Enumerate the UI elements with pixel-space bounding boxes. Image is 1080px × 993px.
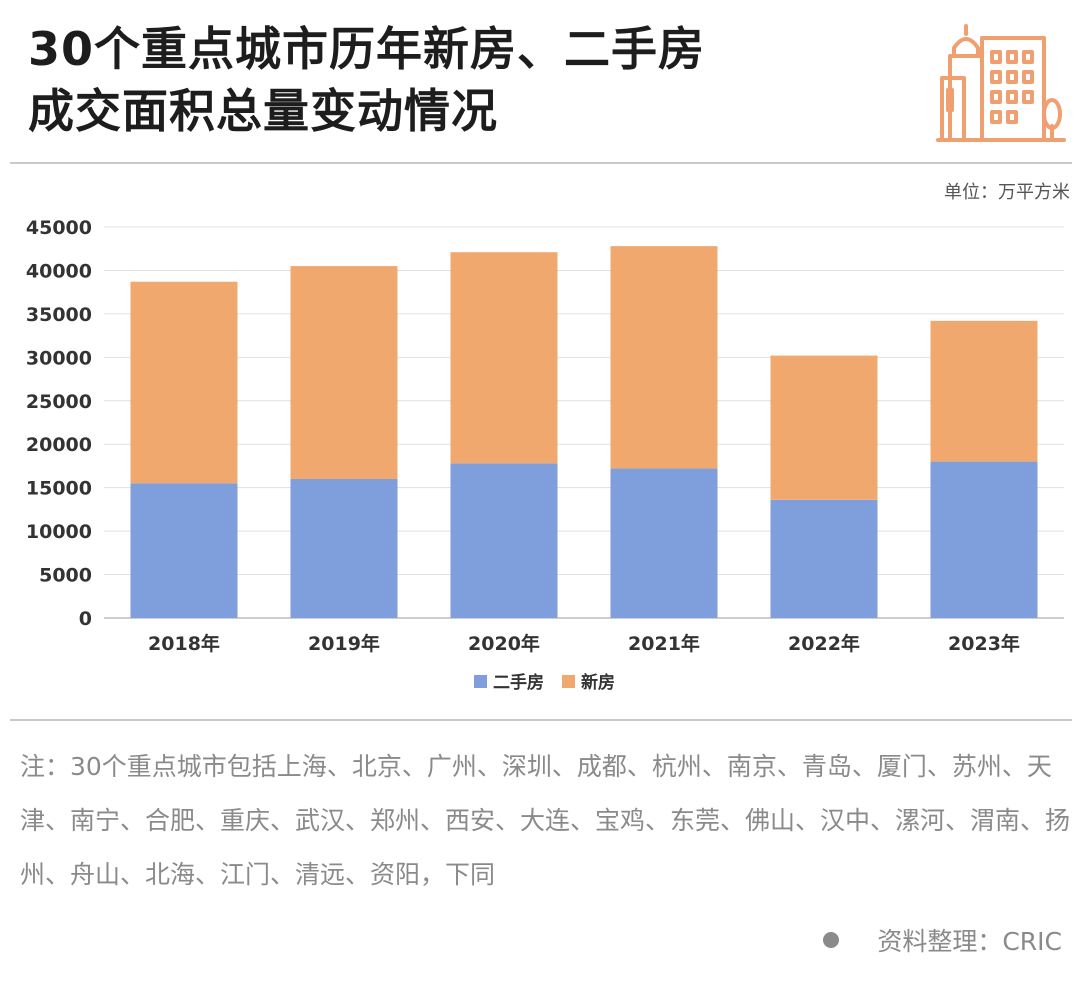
legend-swatch	[562, 675, 575, 688]
source-credit: 资料整理：CRIC	[823, 922, 1062, 958]
y-tick-label: 30000	[26, 347, 92, 369]
legend-label: 二手房	[493, 672, 544, 693]
footnote: 注：30个重点城市包括上海、北京、广州、深圳、成都、杭州、南京、青岛、厦门、苏州…	[20, 752, 1071, 889]
x-tick-label: 2023年	[948, 632, 1020, 655]
stacked-bar-chart: 0 5000 10000 15000 20000 25000 30000 35000 40000…	[26, 217, 1064, 693]
bar-second-hand	[610, 468, 718, 618]
bar-second-hand	[770, 499, 878, 618]
y-tick-label: 0	[79, 608, 92, 630]
y-tick-label: 20000	[26, 434, 92, 456]
y-tick-label: 45000	[26, 217, 92, 239]
bar-second-hand	[930, 461, 1038, 618]
bottom-divider	[10, 719, 1072, 721]
city-buildings-icon	[936, 24, 1066, 142]
y-axis: 0 5000 10000 15000 20000 25000 30000 35000 40000…	[26, 217, 92, 630]
y-tick-label: 40000	[26, 260, 92, 282]
unit-label: 单位：万平方米	[944, 182, 1070, 203]
top-divider	[10, 162, 1072, 164]
chart-title-line2: 成交面积总量变动情况	[28, 84, 498, 138]
bar-new-house	[930, 320, 1038, 462]
chart-title-line1: 30个重点城市历年新房、二手房	[28, 22, 706, 76]
legend-swatch	[474, 675, 487, 688]
bar-second-hand	[290, 478, 398, 618]
x-tick-label: 2022年	[788, 632, 860, 655]
y-tick-label: 25000	[26, 391, 92, 413]
bullet-dot-icon	[823, 932, 840, 948]
y-tick-label: 15000	[26, 478, 92, 500]
bar-new-house	[450, 252, 558, 464]
grid-lines	[104, 226, 1064, 619]
y-tick-label: 5000	[39, 565, 92, 587]
x-tick-label: 2018年	[148, 632, 220, 655]
x-axis: 2018年 2019年 2020年 2021年 2022年 2023年	[148, 632, 1020, 655]
bar-new-house	[290, 266, 398, 479]
bar-new-house	[610, 246, 718, 469]
source-text: 资料整理：CRIC	[877, 927, 1062, 956]
bar-new-house	[130, 281, 238, 484]
legend-label: 新房	[581, 672, 615, 693]
x-tick-label: 2021年	[628, 632, 700, 655]
chart-title: 30个重点城市历年新房、二手房 成交面积总量变动情况	[28, 18, 705, 142]
bar-new-house	[770, 355, 878, 500]
legend: 二手房 新房	[474, 672, 615, 693]
y-tick-label: 10000	[26, 521, 92, 543]
bars	[130, 246, 1038, 618]
x-tick-label: 2019年	[308, 632, 380, 655]
y-tick-label: 35000	[26, 304, 92, 326]
bar-second-hand	[450, 463, 558, 618]
bar-second-hand	[130, 483, 238, 618]
x-tick-label: 2020年	[468, 632, 540, 655]
